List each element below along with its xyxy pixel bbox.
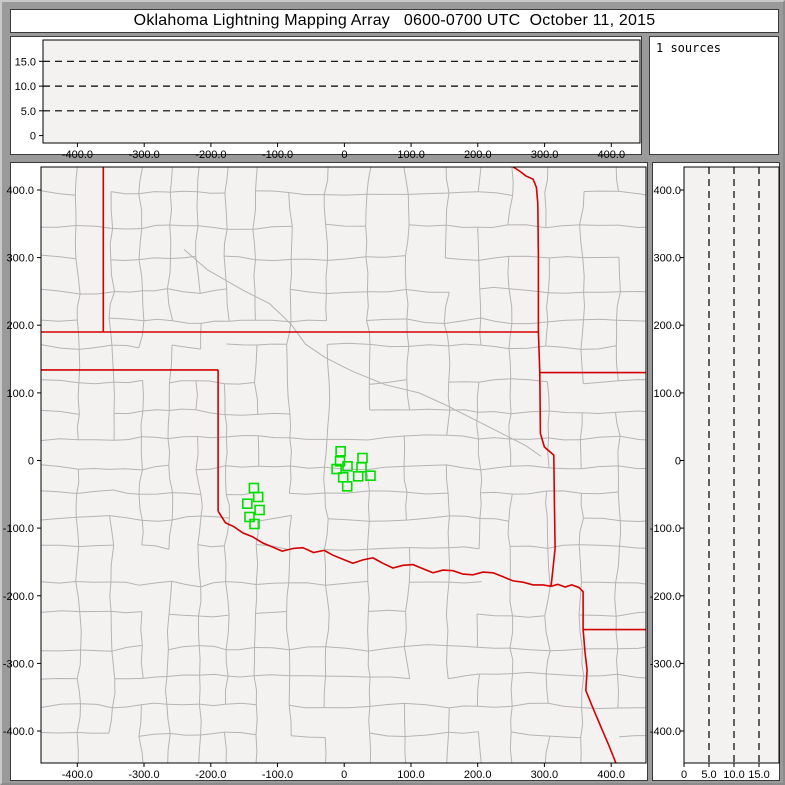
county-lines [41, 167, 646, 763]
lma-station-marker [341, 480, 353, 492]
y-tick-label: 100.0 [6, 388, 34, 400]
plot-frame [683, 166, 780, 764]
ns-altitude-panel: 0 5.0 10.0 15.0 400.0 300.0 200.0 100.0 0 -100.0 -… [650, 162, 781, 782]
y-tick-label: -100.0 [650, 523, 681, 535]
plot-content [43, 60, 640, 112]
x-tick-label: -100.0 [262, 149, 293, 161]
state-borders [41, 167, 646, 763]
state-border-path [512, 167, 540, 332]
x-tick-label: 300.0 [531, 149, 559, 161]
lma-stations [242, 445, 376, 530]
y-tick-label: 100.0 [653, 388, 681, 400]
y-tick-label: 200.0 [653, 320, 681, 332]
y-tick-label: 0 [30, 131, 36, 143]
x-tick-label: 300.0 [531, 769, 559, 781]
plot-background [43, 40, 640, 143]
river-lines [183, 249, 542, 457]
y-tick-label: 400.0 [6, 185, 34, 197]
state-border-path [217, 510, 552, 588]
x-tick-label: 400.0 [597, 769, 625, 781]
x-tick-label: 200.0 [464, 769, 492, 781]
ew-altitude-plot[interactable]: -400.0 -300.0 -200.0 -100.0 0 100.0 200.0 300.0… [11, 37, 643, 161]
x-tick-label: 100.0 [397, 769, 425, 781]
x-tick-label: 0 [341, 769, 347, 781]
plot-content [41, 167, 646, 763]
lma-station-marker [252, 491, 264, 503]
state-border-path [550, 583, 584, 630]
sources-count-label: 1 sources [656, 41, 722, 55]
plot-content [708, 167, 760, 763]
lma-station-marker [365, 470, 376, 482]
y-tick-label: -300.0 [3, 658, 34, 670]
lma-station-marker [242, 498, 253, 510]
plot-background [684, 167, 779, 763]
ew-altitude-panel: -400.0 -300.0 -200.0 -100.0 0 100.0 200.0 300.0… [10, 36, 643, 161]
x-tick-label: 5.0 [701, 769, 716, 781]
lma-station-marker [254, 504, 265, 516]
y-tick-label: 200.0 [6, 320, 34, 332]
plot-frame [42, 39, 641, 144]
y-tick-label: 0 [675, 456, 681, 468]
lma-station-marker [249, 518, 260, 530]
y-tick-label: 400.0 [653, 185, 681, 197]
x-tick-label: -400.0 [62, 149, 93, 161]
x-tick-label: 200.0 [464, 149, 492, 161]
x-tick-label: 10.0 [723, 769, 744, 781]
window-title: Oklahoma Lightning Mapping Array 0600-07… [133, 12, 656, 29]
y-tick-label: -100.0 [3, 523, 34, 535]
y-tick-label: -400.0 [3, 726, 34, 738]
plan-view-map-panel: -400.0 -300.0 -200.0 -100.0 0 100.0 200.0 300.0… [3, 162, 649, 782]
x-tick-label: 100.0 [397, 149, 425, 161]
x-tick-label: 400.0 [598, 149, 626, 161]
lma-station-marker [352, 470, 364, 482]
plan-view-map-plot[interactable]: -400.0 -300.0 -200.0 -100.0 0 100.0 200.0 300.0… [3, 163, 649, 782]
x-tick-label: -200.0 [195, 149, 226, 161]
y-tick-label: 10.0 [15, 81, 36, 93]
state-border-path [537, 331, 556, 587]
y-tick-label: -400.0 [650, 726, 681, 738]
title-bar: Oklahoma Lightning Mapping Array 0600-07… [10, 9, 779, 33]
state-border-path [582, 629, 617, 763]
y-tick-label: 0 [28, 456, 34, 468]
sources-count-panel: 1 sources [649, 36, 779, 155]
x-tick-label: 15.0 [748, 769, 769, 781]
x-tick-label: -300.0 [129, 149, 160, 161]
lma-station-marker [335, 445, 346, 457]
lma-station-marker [342, 460, 353, 472]
ns-altitude-plot[interactable]: 0 5.0 10.0 15.0 400.0 300.0 200.0 100.0 0 -100.0 -… [650, 163, 781, 782]
x-tick-label: -400.0 [62, 769, 93, 781]
x-tick-label: -100.0 [262, 769, 293, 781]
y-tick-label: -300.0 [650, 658, 681, 670]
x-tick-label: -200.0 [195, 769, 226, 781]
plot-frame [40, 166, 647, 764]
x-tick-label: 0 [341, 149, 347, 161]
y-tick-label: 15.0 [15, 56, 36, 68]
y-tick-label: 5.0 [21, 106, 36, 118]
y-tick-label: -200.0 [650, 591, 681, 603]
y-tick-label: 300.0 [653, 253, 681, 265]
y-tick-label: 300.0 [6, 253, 34, 265]
y-tick-label: -200.0 [3, 591, 34, 603]
x-tick-label: -300.0 [128, 769, 159, 781]
lma-station-marker [331, 463, 342, 475]
x-tick-label: 0 [681, 769, 687, 781]
